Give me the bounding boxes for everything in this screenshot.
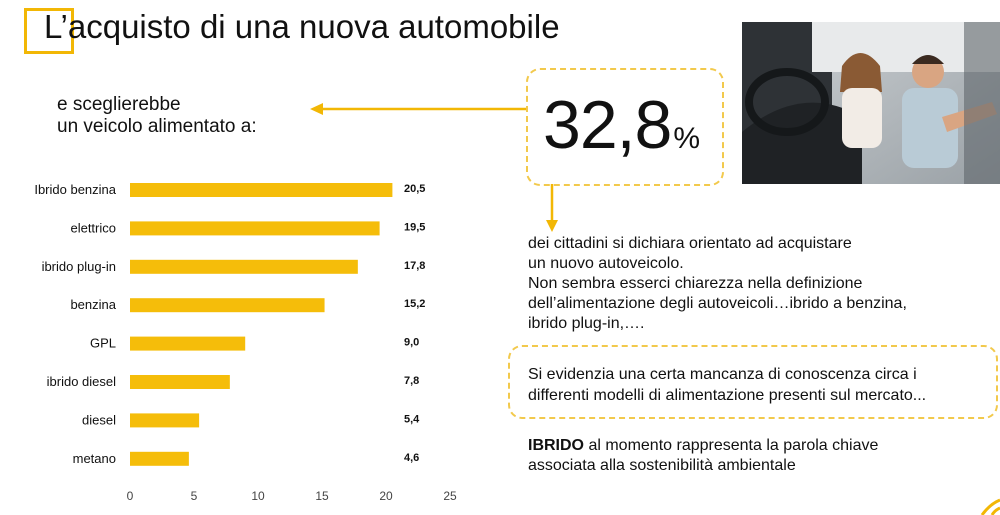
description-line: Non sembra esserci chiarezza nella defin… [528, 275, 863, 292]
title-accent-box [24, 8, 74, 54]
fuel-preference-chart: Ibrido benzina elettrico ibrido plug-in ben… [34, 182, 457, 503]
note-box [508, 345, 998, 419]
value-label: 4,6 [404, 452, 419, 464]
x-tick-label: 10 [251, 489, 265, 503]
chart-intro-line: un veicolo alimentato a: [57, 116, 257, 137]
bar [130, 413, 200, 428]
x-tick-label: 20 [379, 489, 393, 503]
car-couple-photo [742, 22, 1000, 184]
highlight-unit: % [673, 122, 700, 155]
ibrido-note: IBRIDO al momento rappresenta la parola … [528, 436, 878, 476]
arrow-down-icon [546, 184, 558, 232]
x-tick-label: 5 [191, 489, 198, 503]
value-label: 17,8 [404, 260, 425, 272]
category-label: metano [73, 451, 116, 466]
bar [130, 259, 358, 274]
highlight-box [526, 68, 724, 186]
highlight-number: 32,8 [543, 87, 672, 163]
ibrido-line1: al momento rappresenta la parola chiave [584, 437, 879, 454]
category-label: ibrido plug-in [42, 259, 116, 274]
value-label: 9,0 [404, 337, 419, 349]
description-line: dell’alimentazione degli autoveicoli…ibr… [528, 295, 907, 312]
x-tick-label: 15 [315, 489, 329, 503]
highlight-value: 32,8% [543, 86, 700, 164]
category-label: benzina [70, 297, 116, 312]
bar [130, 336, 246, 351]
chart-intro: e sceglierebbe un veicolo alimentato a: [57, 94, 257, 138]
chart-intro-line: e sceglierebbe [57, 94, 181, 115]
note-line: Si evidenzia una certa mancanza di conos… [528, 366, 917, 383]
bar [130, 298, 325, 313]
note-line: differenti modelli di alimentazione pres… [528, 387, 927, 404]
arrow-left-icon [310, 103, 528, 115]
description-line: ibrido plug-in,…. [528, 315, 645, 332]
ibrido-keyword: IBRIDO [528, 437, 584, 454]
x-tick-label: 25 [443, 489, 457, 503]
page-title: L’acquisto di una nuova automobile [44, 8, 560, 45]
corner-accent-icon [980, 498, 1000, 515]
value-label: 7,8 [404, 375, 419, 387]
description-line: dei cittadini si dichiara orientato ad a… [528, 235, 852, 252]
value-label: 15,2 [404, 298, 425, 310]
category-label: diesel [82, 412, 116, 427]
value-label: 20,5 [404, 183, 425, 195]
bar [130, 375, 230, 389]
note-text: Si evidenzia una certa mancanza di conos… [528, 364, 926, 406]
value-label: 5,4 [404, 413, 420, 425]
x-tick-label: 0 [127, 489, 134, 503]
description-line: un nuovo autoveicolo. [528, 255, 684, 272]
category-label: Ibrido benzina [34, 182, 116, 197]
bar [130, 183, 393, 197]
description-text: dei cittadini si dichiara orientato ad a… [528, 234, 907, 334]
ibrido-line2: associata alla sostenibilità ambientale [528, 457, 796, 474]
bar [130, 451, 189, 466]
bar [130, 221, 380, 236]
category-label: elettrico [70, 220, 116, 235]
value-label: 19,5 [404, 221, 425, 233]
category-label: ibrido diesel [47, 374, 116, 389]
category-label: GPL [90, 336, 116, 351]
